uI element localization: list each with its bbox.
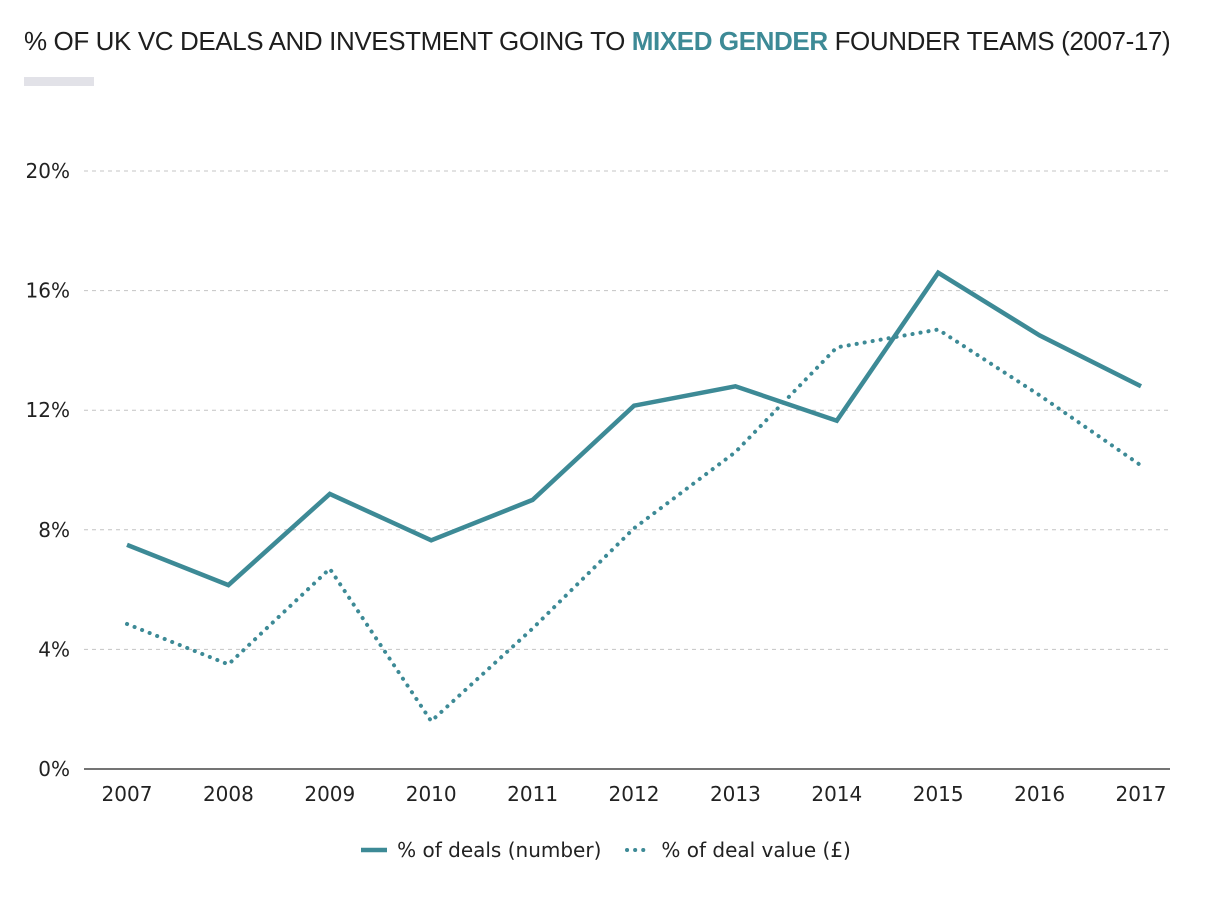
legend-item-value: % of deal value (£) bbox=[625, 838, 851, 862]
y-tick-label: 12% bbox=[26, 398, 70, 422]
legend-label-value: % of deal value (£) bbox=[661, 838, 851, 862]
legend-label-deals: % of deals (number) bbox=[397, 838, 602, 862]
y-tick-label: 4% bbox=[38, 637, 70, 661]
title-prefix: % OF UK VC DEALS AND INVESTMENT GOING TO bbox=[24, 26, 632, 56]
series-line-deal-value bbox=[125, 327, 1143, 724]
legend-item-deals: % of deals (number) bbox=[361, 838, 601, 862]
x-tick-label: 2012 bbox=[609, 782, 660, 806]
x-tick-label: 2011 bbox=[507, 782, 558, 806]
series-lines bbox=[125, 269, 1143, 724]
legend-swatch-dotted bbox=[625, 848, 652, 852]
x-tick-label: 2014 bbox=[811, 782, 862, 806]
x-tick-label: 2007 bbox=[102, 782, 153, 806]
x-axis-ticks: 2007 2008 2009 2010 2011 2012 2013 2014 2015 2016… bbox=[102, 782, 1167, 806]
series-line-deals bbox=[126, 269, 1143, 588]
x-tick-label: 2013 bbox=[710, 782, 761, 806]
y-tick-label: 20% bbox=[26, 159, 70, 183]
title-suffix: FOUNDER TEAMS (2007-17) bbox=[827, 26, 1171, 56]
title-highlight: MIXED GENDER bbox=[631, 26, 828, 56]
y-tick-label: 0% bbox=[38, 757, 70, 781]
gridlines bbox=[84, 170, 1170, 770]
x-tick-label: 2010 bbox=[406, 782, 457, 806]
chart-title: % OF UK VC DEALS AND INVESTMENT GOING TO… bbox=[24, 26, 1171, 57]
x-tick-label: 2009 bbox=[304, 782, 355, 806]
x-tick-label: 2017 bbox=[1116, 782, 1167, 806]
x-tick-label: 2015 bbox=[913, 782, 964, 806]
y-tick-label: 8% bbox=[38, 518, 70, 542]
y-tick-label: 16% bbox=[26, 279, 70, 303]
title-underline-bar bbox=[24, 77, 94, 86]
y-axis-ticks: 0% 4% 8% 12% 16% 20% bbox=[26, 159, 70, 781]
legend-swatch-solid bbox=[361, 847, 388, 853]
legend: % of deals (number) % of deal value (£) bbox=[0, 838, 1212, 862]
x-tick-label: 2016 bbox=[1014, 782, 1065, 806]
x-tick-label: 2008 bbox=[203, 782, 254, 806]
